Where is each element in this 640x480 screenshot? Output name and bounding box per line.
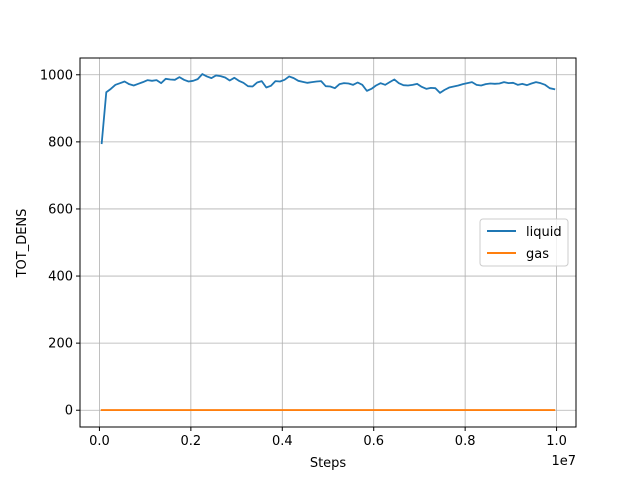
legend-label-liquid: liquid <box>526 225 562 240</box>
y-tick-label: 1000 <box>40 68 73 83</box>
grid-lines <box>80 58 576 427</box>
x-axis-ticks: 0.0 0.2 0.4 0.6 0.8 1.0 <box>89 427 567 449</box>
x-tick-label: 0.2 <box>181 434 202 449</box>
legend: liquid gas <box>479 218 569 267</box>
y-tick-label: 400 <box>48 270 73 285</box>
x-axis-label: Steps <box>310 456 347 471</box>
plot-area-frame <box>79 57 577 428</box>
x-tick-label: 0.6 <box>363 434 384 449</box>
y-axis-ticks: 0 200 400 600 800 1000 <box>40 68 80 419</box>
y-tick-label: 0 <box>65 404 73 419</box>
series-layer <box>100 73 556 411</box>
x-tick-label: 1.0 <box>546 434 567 449</box>
x-tick-label: 0.0 <box>89 434 110 449</box>
legend-label-gas: gas <box>526 247 549 262</box>
x-tick-label: 0.4 <box>272 434 293 449</box>
y-tick-label: 200 <box>48 337 73 352</box>
y-tick-label: 800 <box>48 135 73 150</box>
x-tick-label: 0.8 <box>455 434 476 449</box>
y-tick-label: 600 <box>48 202 73 217</box>
y-axis-label: TOT_DENS <box>15 209 30 279</box>
series-line-liquid <box>100 73 556 145</box>
x-axis-offset-label: 1e7 <box>551 454 576 469</box>
